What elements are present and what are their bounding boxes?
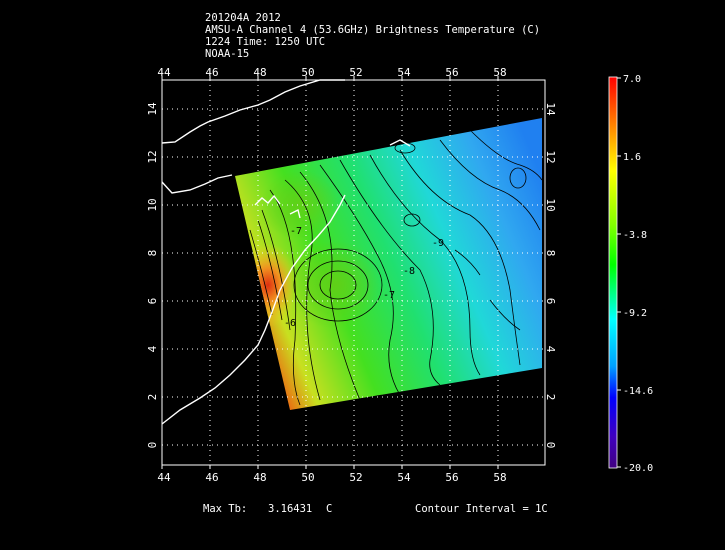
- colorbar-label: -20.0: [623, 463, 653, 474]
- colorbar-label: -9.2: [623, 308, 647, 319]
- lat-label: 12: [544, 150, 557, 163]
- title-line-1: 201204A 2012: [205, 12, 281, 24]
- colorbar-label: 7.0: [623, 74, 641, 85]
- brightness-swath: -9 -8 -7 -6 -7: [235, 118, 542, 410]
- lon-label: 50: [301, 471, 314, 484]
- colorbar: 7.0 1.6 -3.8 -9.2 -14.6 -20.0: [608, 74, 653, 474]
- lon-label: 58: [493, 471, 506, 484]
- lat-label: 14: [544, 102, 557, 116]
- lat-label: 12: [146, 150, 159, 163]
- lon-label: 44: [157, 471, 171, 484]
- contour-interval: Contour Interval = 1C: [415, 503, 548, 515]
- contour-lines: [249, 129, 542, 406]
- lat-label: 6: [146, 298, 159, 305]
- coastline: [161, 79, 411, 425]
- lat-label: 2: [146, 394, 159, 401]
- grid-lines: [162, 80, 545, 465]
- colorbar-label: -3.8: [623, 230, 647, 241]
- lat-label: 2: [544, 394, 557, 401]
- max-tb-label: Max Tb:: [203, 503, 248, 515]
- lon-label: 54: [397, 66, 411, 79]
- title-line-2: AMSU-A Channel 4 (53.6GHz) Brightness Te…: [205, 24, 541, 36]
- lon-label: 52: [349, 471, 362, 484]
- contour-label: -6: [284, 318, 296, 329]
- lon-label: 48: [253, 66, 266, 79]
- lon-label: 58: [493, 66, 506, 79]
- lat-label: 8: [544, 250, 557, 257]
- lat-label: 4: [544, 346, 557, 353]
- lat-label: 10: [544, 198, 557, 211]
- lon-label: 48: [253, 471, 266, 484]
- satellite-label: NOAA-15: [205, 48, 250, 60]
- lon-label: 50: [301, 66, 314, 79]
- lon-labels-bottom: 44 46 48 50 52 54 56 58: [157, 471, 506, 484]
- lon-label: 46: [205, 66, 218, 79]
- max-tb-value: 3.16431: [268, 503, 313, 515]
- contour-label: -7: [383, 290, 395, 301]
- contour-label: -8: [403, 266, 415, 277]
- title-line-3: 1224 Time: 1250 UTC: [205, 36, 326, 48]
- lat-label: 6: [544, 298, 557, 305]
- lat-label: 0: [146, 442, 159, 449]
- lat-labels-left: 0 2 4 6 8 10 12 14: [146, 102, 159, 448]
- lat-labels-right: 0 2 4 6 8 10 12 14: [544, 102, 557, 448]
- colorbar-label: 1.6: [623, 152, 641, 163]
- colorbar-label: -14.6: [623, 386, 653, 397]
- tick-marks: [161, 76, 499, 469]
- lon-label: 54: [397, 471, 411, 484]
- lon-labels-top: 44 46 48 50 52 54 56 58: [157, 66, 506, 79]
- lat-label: 4: [146, 345, 159, 352]
- lat-label: 14: [146, 102, 159, 116]
- lon-label: 52: [349, 66, 362, 79]
- lon-label: 44: [157, 66, 171, 79]
- contour-label: -9: [432, 238, 444, 249]
- lat-label: 0: [544, 442, 557, 449]
- max-tb-unit: C: [326, 503, 333, 515]
- lon-label: 56: [445, 66, 458, 79]
- lon-label: 46: [205, 471, 218, 484]
- lat-label: 8: [146, 250, 159, 257]
- lat-label: 10: [146, 198, 159, 211]
- contour-label: -7: [290, 226, 302, 237]
- lon-label: 56: [445, 471, 458, 484]
